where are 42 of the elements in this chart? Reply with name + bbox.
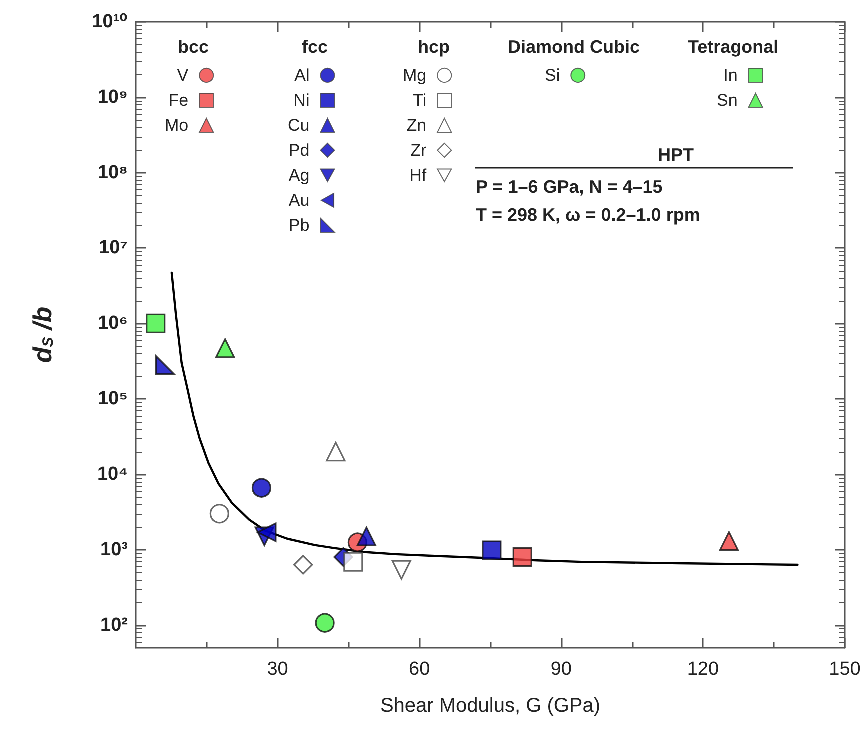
legend-label: Al <box>294 66 310 85</box>
y-tick-label: 10³ <box>100 539 128 560</box>
x-axis-title: Shear Modulus, G (GPa) <box>380 695 601 717</box>
legend-label: Mg <box>402 66 427 85</box>
y-tick-label: 10⁸ <box>98 162 128 184</box>
text: fcc <box>302 37 328 57</box>
legend-label: Si <box>544 66 560 85</box>
legend-label: Au <box>288 191 310 210</box>
text: bcc <box>178 37 210 57</box>
legend-label: Zn <box>406 116 427 135</box>
y-axis-title: dS /b <box>28 306 58 364</box>
x-tick-label: 120 <box>687 659 720 680</box>
annotation: T = 298 K, ω = 0.2–1.0 rpm <box>476 205 700 225</box>
legend-label: Cu <box>288 116 310 135</box>
y-tick-label: 10⁷ <box>99 238 128 259</box>
y-tick-label: 10⁶ <box>98 313 128 334</box>
x-tick-label: 60 <box>409 659 430 680</box>
legend-label: Pb <box>288 216 310 235</box>
legend-label: Ag <box>288 166 310 185</box>
annotation: HPT <box>658 145 694 165</box>
y-tick-label: 10⁴ <box>97 464 128 485</box>
x-tick-label: 90 <box>550 659 572 680</box>
legend-label: V <box>177 66 190 85</box>
legend-label: Zr <box>410 141 427 160</box>
text: Tetragonal <box>688 37 779 57</box>
x-tick-label: 150 <box>829 659 861 680</box>
y-tick-label: 10⁵ <box>98 388 128 410</box>
legend-label: Sn <box>716 91 738 110</box>
legend-label: Hf <box>410 166 427 185</box>
y-tick-label: 10¹⁰ <box>92 12 128 32</box>
legend-label: Mo <box>164 116 189 135</box>
text: hcp <box>418 37 450 57</box>
legend-label: In <box>724 66 738 85</box>
y-tick-label: 10⁹ <box>98 86 128 108</box>
legend-label: Ti <box>413 91 427 110</box>
legend-label: Ni <box>294 91 310 110</box>
x-tick-label: 30 <box>267 659 288 680</box>
y-tick-label: 10² <box>100 614 128 636</box>
annotation: P = 1–6 GPa, N = 4–15 <box>476 177 663 197</box>
legend-label: Fe <box>168 91 189 110</box>
text: Diamond Cubic <box>508 37 640 57</box>
legend-label: Pd <box>288 141 310 160</box>
